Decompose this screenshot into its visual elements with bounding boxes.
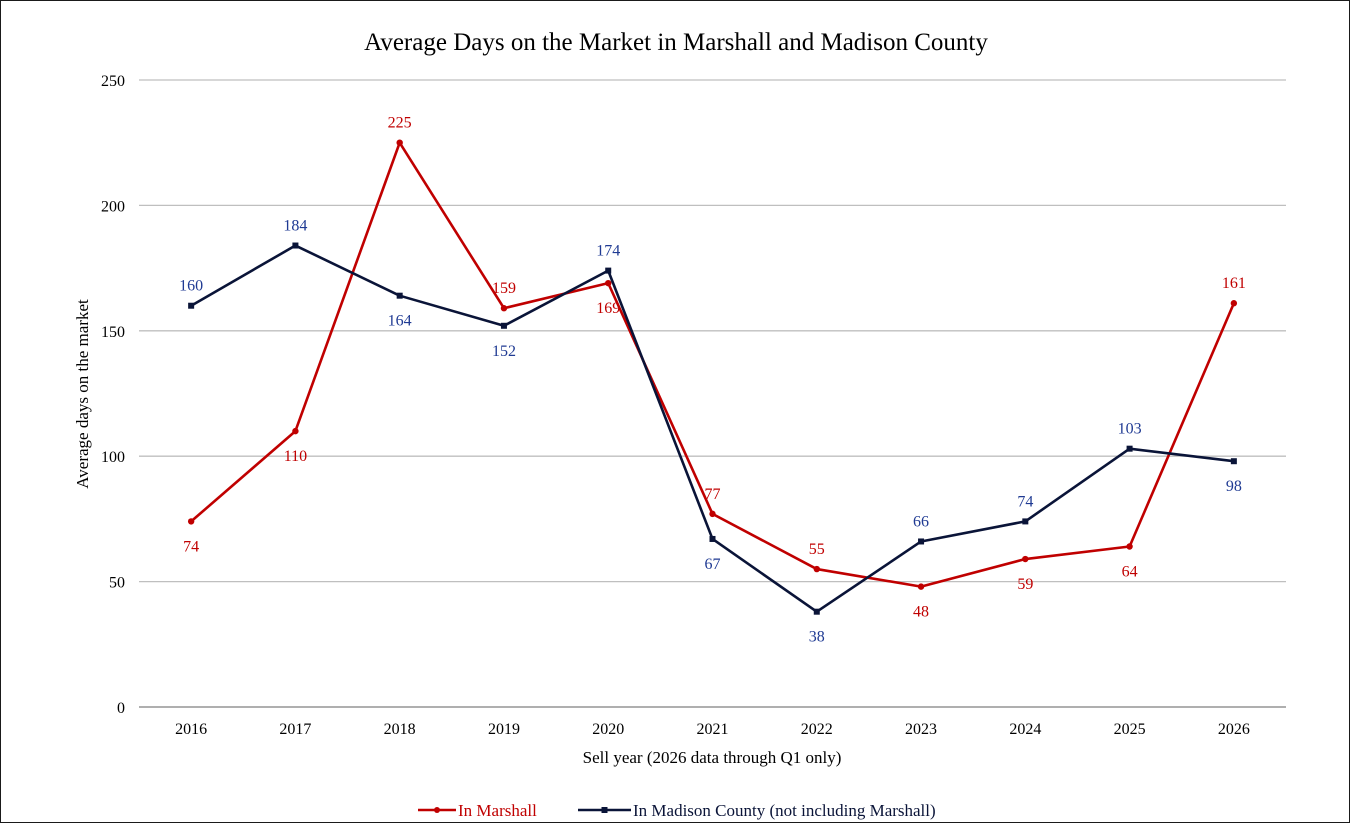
y-axis-ticks: 0 50 100 150 200 250: [101, 73, 125, 717]
legend: In Marshall In Madison County (not includ…: [418, 801, 936, 820]
data-point: [917, 583, 925, 590]
data-label: 152: [492, 343, 516, 360]
data-point: [605, 279, 612, 287]
x-tick-label: 2021: [697, 721, 729, 738]
data-label: 184: [283, 218, 307, 235]
series-marshall: 74 110 225 159 169 77 55 48 59 64 161: [183, 115, 1246, 621]
legend-item: In Marshall: [418, 801, 537, 820]
data-point: [500, 305, 508, 312]
x-tick-label: 2026: [1218, 721, 1250, 738]
data-point: [709, 510, 716, 518]
data-label: 64: [1122, 563, 1138, 580]
data-label: 160: [179, 278, 203, 295]
legend-marker: [601, 807, 608, 813]
data-label: 164: [388, 313, 412, 330]
data-label: 67: [705, 556, 721, 573]
data-point: [1022, 518, 1029, 525]
x-tick-label: 2022: [801, 721, 833, 738]
x-tick-label: 2018: [384, 721, 416, 738]
y-tick-label: 150: [101, 324, 125, 341]
data-label: 48: [913, 604, 929, 621]
series-madison-county: 160 184 164 152 174 67 38 66 74 103 98: [179, 218, 1242, 646]
data-point: [1230, 458, 1237, 465]
legend-label: In Madison County (not including Marshal…: [633, 801, 936, 820]
y-tick-label: 100: [101, 449, 125, 466]
series-group: 7411022515916977554859641611601841641521…: [179, 115, 1246, 646]
x-tick-label: 2024: [1009, 721, 1041, 738]
data-label: 74: [1017, 493, 1033, 510]
legend-label: In Marshall: [458, 801, 537, 820]
data-point: [709, 535, 716, 542]
data-label: 74: [183, 538, 199, 555]
data-point: [918, 538, 925, 545]
y-axis-title: Average days on the market: [73, 299, 92, 489]
x-tick-label: 2019: [488, 721, 520, 738]
legend-item: In Madison County (not including Marshal…: [578, 801, 936, 820]
data-point: [292, 242, 299, 249]
legend-marker: [434, 807, 440, 813]
gridlines: [139, 79, 1286, 708]
data-point: [1230, 300, 1238, 307]
chart-title: Average Days on the Market in Marshall a…: [364, 29, 988, 56]
x-tick-label: 2017: [279, 721, 311, 738]
data-label: 77: [705, 486, 721, 503]
data-point: [813, 565, 820, 573]
data-label: 103: [1118, 421, 1142, 438]
data-point: [396, 139, 403, 146]
data-point: [187, 518, 195, 525]
data-label: 161: [1222, 275, 1246, 292]
x-axis-title: Sell year (2026 data through Q1 only): [583, 748, 842, 767]
data-label: 59: [1017, 576, 1033, 593]
data-point: [1126, 445, 1133, 452]
data-point: [605, 267, 612, 274]
x-axis-ticks: 2016 2017 2018 2019 2020 2021 2022 2023 2024 2025…: [175, 721, 1250, 738]
data-point: [1022, 555, 1029, 563]
x-tick-label: 2023: [905, 721, 937, 738]
y-tick-label: 250: [101, 73, 125, 90]
y-tick-label: 50: [109, 575, 125, 592]
data-label: 66: [913, 513, 929, 530]
x-tick-label: 2016: [175, 721, 207, 738]
data-label: 159: [492, 280, 516, 297]
series-line: [190, 141, 1236, 588]
data-point: [1126, 543, 1133, 550]
data-label: 98: [1226, 478, 1242, 495]
y-tick-label: 0: [117, 700, 125, 717]
x-tick-label: 2020: [592, 721, 624, 738]
data-label: 225: [388, 115, 412, 132]
data-point: [500, 322, 507, 329]
data-point: [188, 302, 195, 309]
data-label: 110: [284, 448, 307, 465]
y-tick-label: 200: [101, 198, 125, 215]
data-point: [813, 608, 820, 615]
data-label: 55: [809, 541, 825, 558]
x-tick-label: 2025: [1114, 721, 1146, 738]
data-label: 174: [596, 243, 620, 260]
data-label: 38: [809, 629, 825, 646]
data-label: 169: [596, 300, 620, 317]
data-point: [292, 427, 299, 435]
data-point: [396, 292, 403, 299]
